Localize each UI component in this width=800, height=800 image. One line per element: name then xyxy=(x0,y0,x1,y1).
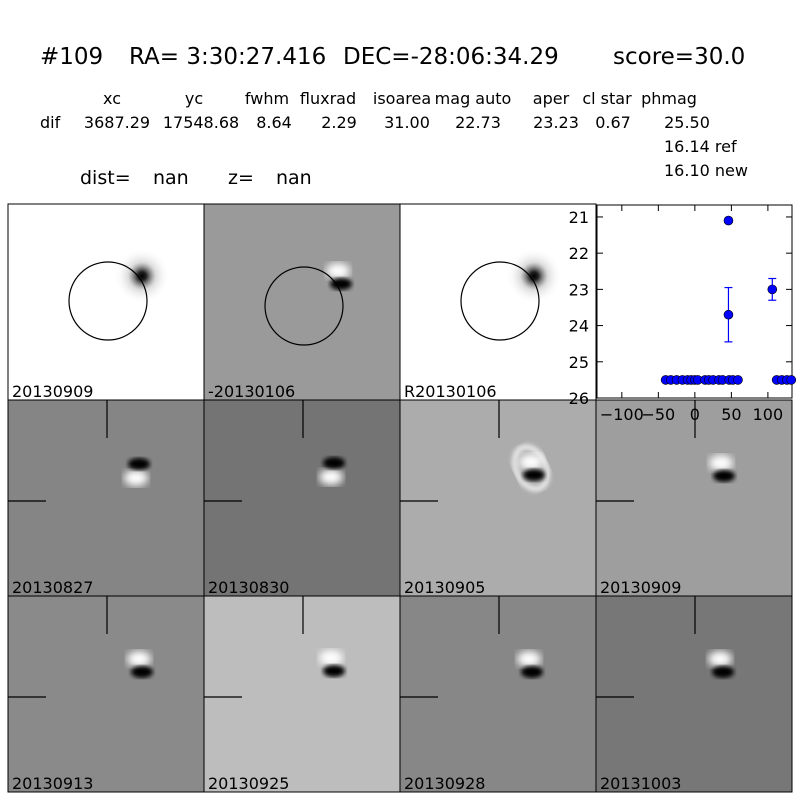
column-header: aper xyxy=(533,89,570,108)
panel-label: 20131003 xyxy=(600,774,681,793)
panel-label: -20130106 xyxy=(208,382,295,401)
light-curve: 21 22 23 24 25 26 −100−50 0 50 100 xyxy=(569,204,797,424)
point xyxy=(723,309,734,320)
panel-label: 20130913 xyxy=(12,774,93,793)
y-tick-label: 21 xyxy=(569,208,589,227)
row-label: dif xyxy=(40,113,61,132)
panel-label: 20130905 xyxy=(404,578,485,597)
z-label: z= xyxy=(228,167,254,189)
image-panel xyxy=(203,203,401,401)
aperture xyxy=(68,261,148,341)
cell-value: 0.67 xyxy=(595,113,631,132)
negative-lobe xyxy=(323,457,345,469)
image-panel xyxy=(399,399,597,597)
object-id: #109 xyxy=(40,44,103,70)
positive-lobe xyxy=(124,470,148,486)
positive-lobe xyxy=(319,469,343,485)
image-panel xyxy=(7,399,205,597)
image-panel xyxy=(399,203,597,401)
positive-lobe xyxy=(708,651,732,667)
aperture xyxy=(460,261,540,341)
negative-lobe xyxy=(523,469,545,481)
source-halo xyxy=(506,248,562,304)
positive-lobe xyxy=(519,454,543,470)
new-mag: 16.10 new xyxy=(664,161,748,180)
image-panel xyxy=(7,595,205,793)
panel-label: 20130827 xyxy=(12,578,93,597)
column-header: cl star xyxy=(582,89,632,108)
image-panel xyxy=(7,203,205,401)
panel-grid: 20130909 -20130106 R20130106 20130827 201308… xyxy=(7,203,793,793)
column-header: mag auto xyxy=(435,89,512,108)
negative-lobe xyxy=(131,666,153,678)
ring xyxy=(512,444,550,492)
cell-value: 23.23 xyxy=(533,113,579,132)
x-tick-label: −100 xyxy=(600,405,644,424)
panel-label: 20130928 xyxy=(404,774,485,793)
positive-lobe xyxy=(517,651,541,667)
right-ascension: RA= 3:30:27.416 xyxy=(129,44,326,70)
dist-label: dist= xyxy=(80,167,131,189)
source-halo xyxy=(114,248,170,304)
cell-value: 8.64 xyxy=(256,113,292,132)
cell-value: 25.50 xyxy=(664,113,710,132)
negative-lobe xyxy=(713,470,735,482)
column-header: xc xyxy=(103,89,121,108)
cell-value: 3687.29 xyxy=(84,113,150,132)
positive-lobe xyxy=(319,650,343,666)
column-header: fluxrad xyxy=(300,89,356,108)
panel-label: 20130925 xyxy=(208,774,289,793)
column-header: phmag xyxy=(641,89,697,108)
score: score=30.0 xyxy=(613,44,745,70)
negative-lobe xyxy=(521,666,543,678)
panel-label: 20130830 xyxy=(208,578,289,597)
plot-area xyxy=(596,204,793,399)
cell-value: 31.00 xyxy=(384,113,430,132)
positive-lobe xyxy=(709,455,733,471)
point xyxy=(733,375,743,385)
negative-lobe xyxy=(128,458,150,470)
cell-value: 22.73 xyxy=(455,113,501,132)
column-header: fwhm xyxy=(245,89,289,108)
cell-value: 17548.68 xyxy=(163,113,239,132)
column-header: yc xyxy=(185,89,203,108)
negative-lobe xyxy=(712,666,734,678)
positive-lobe xyxy=(127,651,151,667)
image-panel xyxy=(203,595,401,793)
image-panel xyxy=(399,595,597,793)
x-tick-label: 100 xyxy=(753,405,784,424)
image-panel xyxy=(595,399,793,597)
x-tick-label: −50 xyxy=(641,405,675,424)
image-panel xyxy=(203,399,401,597)
dist-value: nan xyxy=(153,167,189,189)
point xyxy=(786,375,797,385)
panel-label: 20130909 xyxy=(600,578,681,597)
image-panel xyxy=(595,595,793,793)
aperture xyxy=(264,266,344,346)
point xyxy=(767,284,778,295)
panel-label: R20130106 xyxy=(404,382,497,401)
y-tick-label: 23 xyxy=(569,280,589,299)
y-tick-label: 25 xyxy=(569,353,589,372)
point xyxy=(723,215,734,226)
declination: DEC=-28:06:34.29 xyxy=(343,44,559,70)
x-tick-label: 0 xyxy=(690,405,700,424)
x-tick-label: 50 xyxy=(721,405,741,424)
y-tick-label: 26 xyxy=(569,389,589,408)
column-header: isoarea xyxy=(373,89,431,108)
z-value: nan xyxy=(276,167,312,189)
cell-value: 2.29 xyxy=(321,113,357,132)
panel-label: 20130909 xyxy=(12,382,93,401)
negative-lobe xyxy=(330,278,352,290)
ref-mag: 16.14 ref xyxy=(664,137,737,156)
positive-lobe xyxy=(326,263,350,279)
y-tick-label: 22 xyxy=(569,244,589,263)
y-tick-label: 24 xyxy=(569,317,589,336)
negative-lobe xyxy=(323,665,345,677)
